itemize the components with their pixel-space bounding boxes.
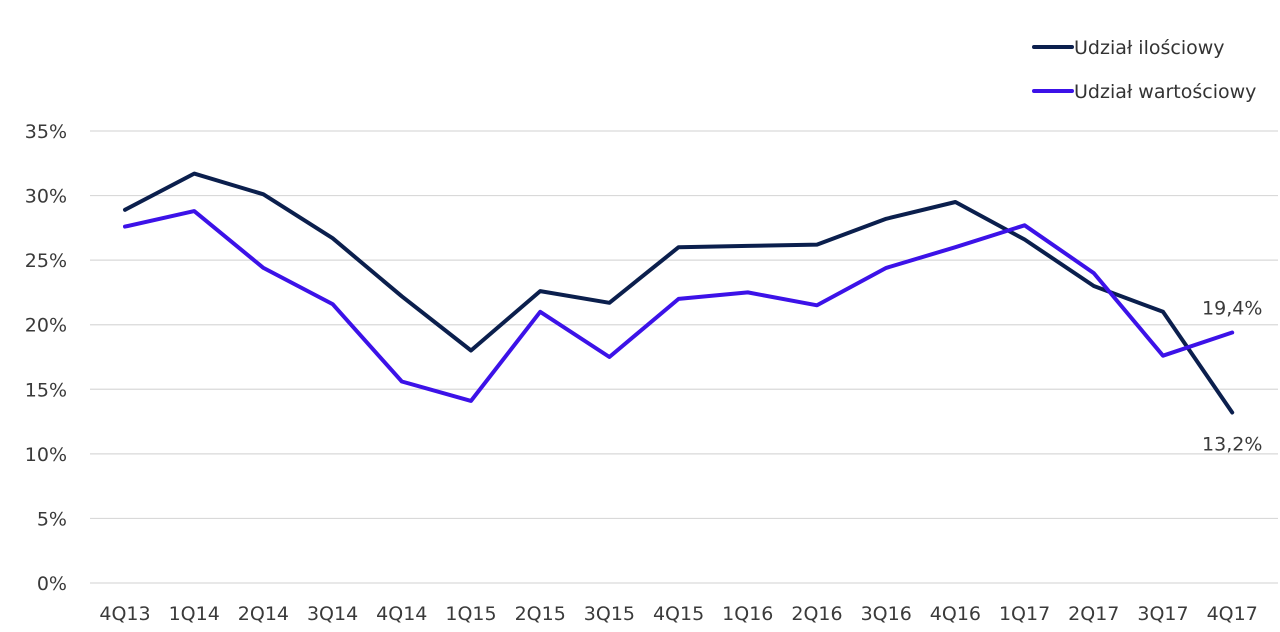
x-tick-label: 4Q14 xyxy=(376,603,427,625)
x-tick-label: 3Q14 xyxy=(307,603,358,625)
x-tick-label: 3Q16 xyxy=(861,603,912,625)
x-tick-label: 2Q15 xyxy=(515,603,566,625)
y-tick-label: 35% xyxy=(25,121,67,143)
y-tick-label: 10% xyxy=(25,444,67,466)
series-line-2 xyxy=(123,209,1235,403)
x-tick-label: 1Q16 xyxy=(722,603,773,625)
x-tick-label: 4Q15 xyxy=(653,603,704,625)
x-tick-label: 4Q17 xyxy=(1207,603,1258,625)
y-tick-label: 0% xyxy=(37,573,67,595)
data-label: 13,2% xyxy=(1202,434,1262,456)
x-tick-label: 1Q14 xyxy=(169,603,220,625)
data-labels: 19,4% 13,2% xyxy=(1202,297,1262,455)
data-label: 19,4% xyxy=(1202,297,1262,319)
x-tick-label: 2Q17 xyxy=(1068,603,1119,625)
x-tick-label: 1Q15 xyxy=(445,603,496,625)
y-tick-label: 30% xyxy=(25,186,67,208)
legend: Udział ilościowy Udział wartościowy xyxy=(1032,37,1256,103)
x-tick-label: 4Q16 xyxy=(930,603,981,625)
series-lines xyxy=(123,171,1235,415)
x-axis: 4Q13 1Q14 2Q14 3Q14 4Q14 1Q15 2Q15 3Q15 4Q15 1Q16… xyxy=(99,603,1257,625)
x-tick-label: 4Q13 xyxy=(99,603,150,625)
x-tick-label: 3Q17 xyxy=(1137,603,1188,625)
y-tick-label: 15% xyxy=(25,379,67,401)
series-line-1 xyxy=(123,171,1235,415)
x-tick-label: 3Q15 xyxy=(584,603,635,625)
legend-label: Udział ilościowy xyxy=(1074,37,1225,59)
y-tick-label: 20% xyxy=(25,315,67,337)
gridlines xyxy=(90,130,1278,584)
x-tick-label: 2Q14 xyxy=(238,603,289,625)
x-tick-label: 2Q16 xyxy=(791,603,842,625)
x-tick-label: 1Q17 xyxy=(999,603,1050,625)
y-tick-label: 25% xyxy=(25,250,67,272)
legend-label: Udział wartościowy xyxy=(1074,81,1256,103)
y-axis: 0% 5% 10% 15% 20% 25% 30% 35% xyxy=(25,121,67,595)
y-tick-label: 5% xyxy=(37,508,67,530)
